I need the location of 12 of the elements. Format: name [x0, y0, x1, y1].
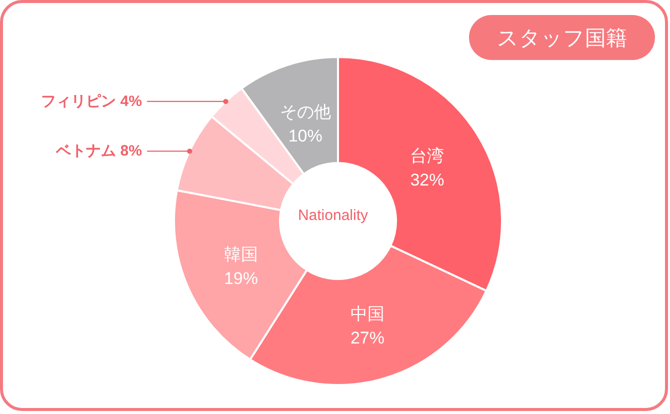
- slice-label: 中国: [350, 304, 384, 324]
- text: スタッフ国籍: [469, 15, 655, 60]
- slice-label: 台湾: [410, 146, 444, 166]
- slice-label: その他: [280, 102, 331, 122]
- text: Nationality: [296, 206, 370, 226]
- slice-label: ベトナム 8%: [55, 142, 142, 160]
- data-label: 19%: [224, 268, 258, 288]
- data-label: 32%: [410, 170, 444, 190]
- data-label: 27%: [350, 328, 385, 348]
- slice-label: 韓国: [224, 244, 258, 264]
- data-label: 10%: [288, 126, 322, 146]
- slice-label: フィリピン 4%: [41, 92, 142, 110]
